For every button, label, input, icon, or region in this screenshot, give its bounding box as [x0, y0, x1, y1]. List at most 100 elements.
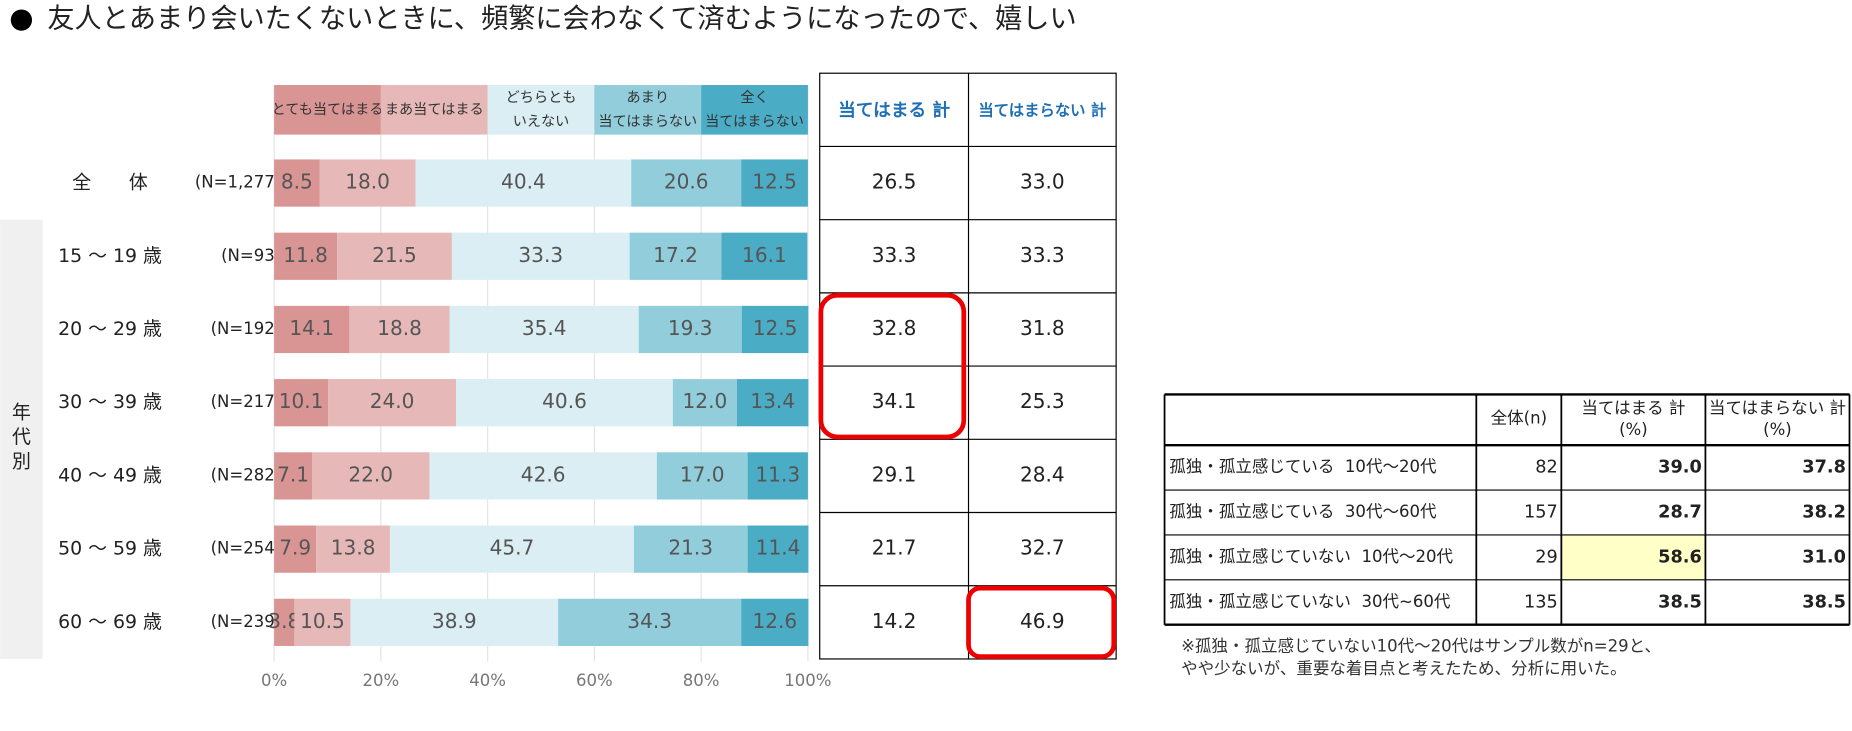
bar-segment	[274, 379, 329, 427]
data-label: 3.8	[268, 609, 300, 633]
n-label: (N=254)	[211, 539, 282, 558]
data-label: 42.6	[521, 462, 566, 486]
bar-segment	[294, 598, 351, 646]
x-tick-label: 0%	[261, 671, 287, 690]
bar-segment	[337, 232, 452, 280]
data-label: 17.0	[680, 462, 725, 486]
x-tick-label: 60%	[576, 671, 613, 690]
legend-label: どちらともいえない	[506, 90, 577, 130]
legend-label: 全く当てはまらない	[705, 89, 804, 130]
legend-label: あまり当てはまらない	[598, 90, 697, 130]
data-label: 45.7	[490, 536, 535, 560]
summary-cell: 25.3	[1020, 389, 1065, 413]
bar-segment	[638, 305, 742, 354]
summary-cell: 29.1	[872, 462, 917, 486]
bar-segment	[274, 305, 350, 354]
data-label: 10.1	[279, 389, 324, 413]
data-label: 19.3	[668, 316, 713, 340]
bar-segment	[631, 159, 742, 207]
yellow-cell	[1561, 534, 1706, 580]
data-label: 20.6	[664, 170, 709, 194]
bar-segment	[349, 305, 450, 354]
legend-label: とても当てはまる	[272, 102, 384, 118]
comparison-cell: 157	[1524, 503, 1558, 523]
data-label: 12.5	[753, 316, 798, 340]
bar-segment	[558, 598, 742, 646]
summary-cell: 26.5	[872, 170, 917, 194]
data-label: 38.9	[432, 609, 477, 633]
bar-segment	[449, 305, 639, 354]
data-label: 11.3	[755, 462, 800, 486]
bar-segment	[328, 379, 457, 427]
summary-cell: 33.0	[1020, 170, 1065, 194]
legend-label: まあ当てはまる	[385, 102, 484, 118]
category-label: 30 ～ 39 歳	[58, 391, 162, 413]
bar-segment	[629, 232, 722, 280]
n-label: (N=217)	[211, 392, 282, 411]
category-label: 60 ～ 69 歳	[58, 611, 162, 633]
data-label: 12.6	[752, 609, 797, 633]
data-label: 40.4	[501, 170, 546, 194]
bar-segment	[319, 159, 416, 207]
group-label: 年代別	[12, 401, 31, 472]
data-label: 13.8	[331, 536, 376, 560]
bar-segment	[429, 452, 657, 500]
legend-swatch	[380, 85, 488, 135]
data-label: 24.0	[370, 389, 415, 413]
bar-segment	[741, 598, 809, 646]
data-label: 22.0	[348, 462, 393, 486]
category-label: 15 ～ 19 歳	[58, 245, 162, 267]
bar-segment	[274, 452, 313, 500]
bar-segment	[350, 598, 559, 646]
bar-segment	[672, 379, 737, 427]
category-label: 40 ～ 49 歳	[58, 464, 162, 486]
n-label: (N=282)	[211, 465, 282, 484]
data-label: 7.9	[279, 536, 311, 560]
data-label: 35.4	[522, 316, 567, 340]
bar-segment	[274, 159, 320, 207]
n-label: (N=239)	[211, 612, 282, 631]
comparison-cell: 38.2	[1802, 503, 1846, 523]
data-label: 11.4	[756, 536, 801, 560]
comparison-cell: 38.5	[1658, 592, 1702, 612]
x-tick-label: 80%	[683, 671, 720, 690]
bar-segment	[736, 379, 809, 427]
summary-cell: 33.3	[1020, 243, 1065, 267]
data-label: 17.2	[653, 243, 698, 267]
data-label: 11.8	[283, 243, 328, 267]
data-label: 21.5	[372, 243, 417, 267]
data-label: 18.0	[345, 170, 390, 194]
n-label: (N=192)	[211, 319, 282, 338]
data-label: 8.5	[281, 170, 313, 194]
group-band	[0, 219, 43, 659]
comparison-header: 当てはまらない 計(%)	[1709, 398, 1846, 438]
bar-segment	[415, 159, 632, 207]
comparison-cell: 135	[1524, 592, 1558, 612]
data-label: 40.6	[542, 389, 587, 413]
legend-swatch	[274, 85, 381, 135]
n-label: (N=93)	[221, 246, 281, 265]
legend-swatch	[594, 85, 702, 135]
summary-header: 当てはまる 計	[838, 99, 950, 121]
summary-cell: 31.8	[1020, 316, 1065, 340]
bar-segment	[456, 379, 673, 427]
summary-cell: 14.2	[872, 609, 917, 633]
summary-cell: 32.8	[872, 316, 917, 340]
x-tick-label: 20%	[363, 671, 400, 690]
bar-segment	[747, 525, 809, 573]
row-label: 孤独・孤立感じていない 30代~60代	[1169, 592, 1451, 611]
comparison-header: 全体(n)	[1491, 409, 1547, 428]
data-label: 21.3	[668, 536, 713, 560]
x-tick-label: 40%	[469, 671, 506, 690]
data-label: 34.3	[627, 609, 672, 633]
bar-segment	[721, 232, 808, 280]
bar-segment	[747, 452, 808, 500]
data-label: 13.4	[750, 389, 795, 413]
bar-segment	[389, 525, 634, 573]
summary-cell: 34.1	[872, 389, 917, 413]
row-label: 孤独・孤立感じている 30代～60代	[1169, 502, 1437, 521]
summary-cell: 21.7	[872, 536, 917, 560]
chart-title: 友人とあまり会いたくないときに、頻繁に会わなくて済むようになったので、嬉しい	[47, 4, 1076, 35]
bar-segment	[633, 525, 748, 573]
